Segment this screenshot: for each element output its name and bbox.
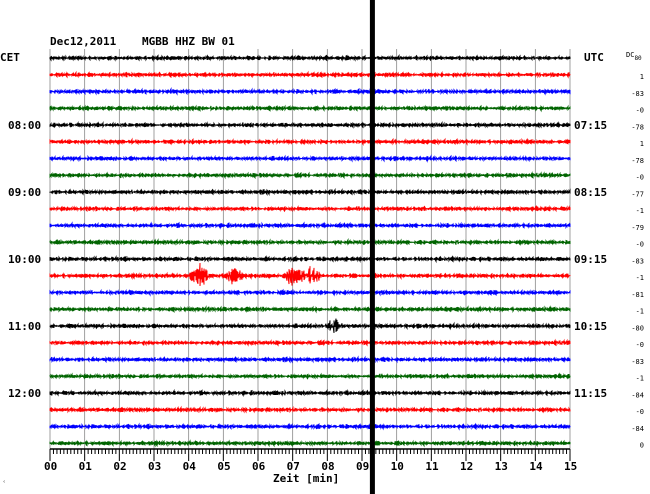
dc-offset-value: -1 — [636, 375, 644, 383]
station-label: MGBB HHZ BW 01 — [142, 35, 235, 48]
right-hour-label: 09:15 — [574, 253, 607, 266]
left-timezone-label: CET — [0, 51, 20, 64]
x-tick-label: 04 — [183, 460, 197, 473]
trace-7 — [49, 171, 571, 180]
trace-14 — [49, 288, 571, 297]
x-tick-label: 01 — [79, 460, 93, 473]
dc-offset-value: -0 — [636, 408, 644, 416]
trace-0 — [49, 53, 571, 62]
x-tick-label: 15 — [564, 460, 577, 473]
right-hour-label: 10:15 — [574, 320, 607, 333]
dc-offset-value: -78 — [631, 157, 644, 165]
dc-offset-value: -0 — [636, 174, 644, 182]
dc-offset-value: 0 — [640, 442, 644, 450]
dc-offset-value: -83 — [631, 90, 644, 98]
dc-label-main: DC — [626, 51, 634, 59]
left-hour-label: 08:00 — [8, 119, 41, 132]
dc-offset-value: -77 — [631, 190, 644, 198]
trace-3 — [49, 104, 571, 113]
trace-19 — [49, 372, 571, 380]
trace-11 — [49, 237, 571, 247]
dc-offset-value: -84 — [631, 425, 644, 433]
trace-21 — [49, 405, 571, 414]
right-hour-label: 07:15 — [574, 119, 607, 132]
x-tick-label: 06 — [252, 460, 266, 473]
trace-22 — [49, 422, 571, 431]
dc-offset-value: -0 — [636, 241, 644, 249]
dc-label: DC80 — [626, 51, 642, 62]
trace-8 — [49, 187, 571, 196]
x-tick-label: 03 — [148, 460, 161, 473]
grid-lines — [49, 49, 571, 449]
x-tick-label: 02 — [113, 460, 126, 473]
left-hour-label: 11:00 — [8, 320, 41, 333]
trace-20 — [49, 388, 571, 398]
trace-12 — [49, 254, 571, 264]
dc-offset-value: -1 — [636, 274, 644, 282]
trace-1 — [49, 70, 571, 79]
trace-group — [49, 53, 571, 448]
date-label: Dec12,2011 — [50, 35, 117, 48]
dc-offset-value: -0 — [636, 107, 644, 115]
dc-offset-value: -83 — [631, 358, 644, 366]
x-tick-label: 00 — [44, 460, 57, 473]
dc-offset-value: -84 — [631, 391, 644, 399]
x-tick-label: 12 — [460, 460, 473, 473]
x-tick-label: 11 — [425, 460, 439, 473]
x-axis-label: Zeit [min] — [273, 472, 339, 485]
dc-offset-value: -78 — [631, 123, 644, 131]
dc-offset-value: -1 — [636, 207, 644, 215]
trace-6 — [49, 154, 571, 163]
time-marker-bar — [369, 0, 375, 494]
x-tick-label: 09 — [356, 460, 369, 473]
x-tick-label: 13 — [495, 460, 508, 473]
left-hour-label: 09:00 — [8, 186, 41, 199]
right-hour-label: 11:15 — [574, 387, 607, 400]
trace-15 — [49, 305, 571, 314]
trace-2 — [49, 86, 571, 96]
dc-offset-value: -83 — [631, 257, 644, 265]
corner-mark: ʿ — [2, 480, 6, 488]
x-tick-label: 07 — [287, 460, 300, 473]
dc-offset-value: 1 — [640, 73, 644, 81]
trace-4 — [49, 120, 571, 129]
trace-13 — [49, 262, 571, 287]
trace-17 — [49, 338, 571, 347]
x-tick-label: 14 — [529, 460, 543, 473]
dc-offset-value: -0 — [636, 341, 644, 349]
trace-18 — [49, 355, 571, 364]
x-axis: 00 01 02 03 04 05 06 07 08 09 10 11 12 13 14 15 — [44, 448, 577, 473]
dc-offset-value: -81 — [631, 291, 644, 299]
left-hour-label: 10:00 — [8, 253, 41, 266]
left-hour-label: 12:00 — [8, 387, 41, 400]
dc-offset-value: -1 — [636, 308, 644, 316]
dc-offset-labels: 1 -83 -0 -78 1 -78 -0 -77 -1 -79 -0 -83 -1 -81 -1 -80 -0… — [631, 73, 644, 450]
x-tick-label: 08 — [321, 460, 334, 473]
dc-label-sub: 80 — [634, 55, 642, 62]
trace-10 — [49, 221, 571, 230]
dc-offset-value: -79 — [631, 224, 644, 232]
dc-offset-value: -80 — [631, 324, 644, 332]
trace-16 — [49, 318, 571, 333]
hour-labels: 08:00 09:00 10:00 11:00 12:00 07:15 08:15 09:15… — [8, 119, 607, 400]
dc-offset-value: 1 — [640, 140, 644, 148]
x-tick-label: 10 — [391, 460, 404, 473]
right-hour-label: 08:15 — [574, 186, 607, 199]
trace-23 — [49, 439, 571, 448]
right-timezone-label: UTC — [584, 51, 604, 64]
x-tick-label: 05 — [217, 460, 230, 473]
trace-9 — [49, 204, 571, 213]
trace-5 — [49, 137, 571, 147]
time-marker — [369, 0, 375, 494]
